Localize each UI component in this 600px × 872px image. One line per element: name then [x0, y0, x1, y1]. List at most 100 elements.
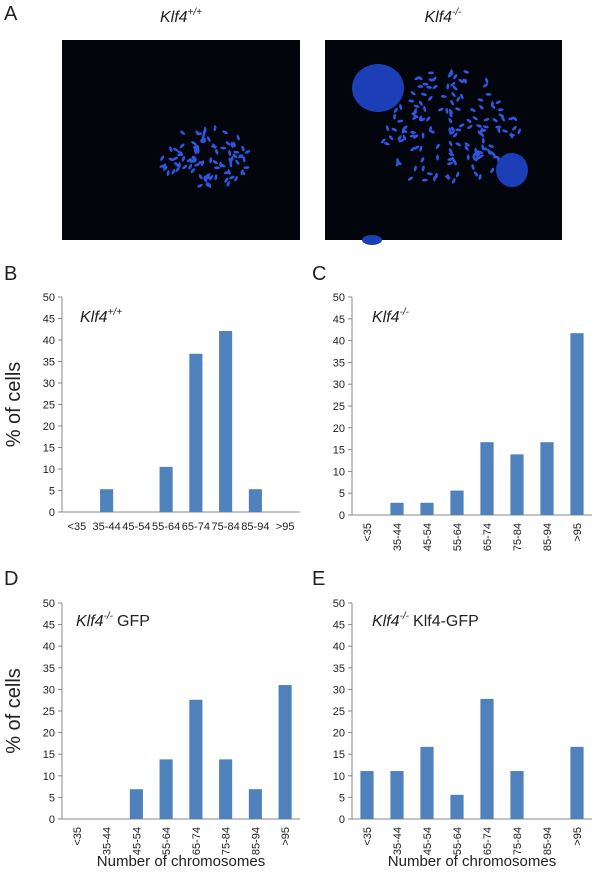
bar — [248, 489, 262, 512]
y-tick-label: 35 — [333, 357, 345, 369]
chromosome — [213, 125, 217, 132]
bar — [159, 466, 173, 512]
chromosome — [244, 150, 251, 154]
chromosome — [478, 154, 484, 159]
chromosome — [203, 175, 207, 182]
chromosome — [396, 158, 400, 164]
chromosome — [512, 116, 518, 121]
chromosome — [482, 147, 489, 151]
y-tick-label: 50 — [333, 292, 345, 304]
bar — [450, 794, 464, 819]
x-tick-label: 85-94 — [241, 521, 269, 533]
bar — [278, 685, 292, 819]
chromosome — [472, 116, 478, 121]
chromosome — [448, 117, 453, 124]
chromosome — [169, 146, 173, 153]
chromosome — [453, 74, 458, 80]
chromosome — [413, 134, 419, 139]
chromosome — [213, 166, 220, 170]
y-tick-label: 40 — [333, 336, 345, 348]
bar — [570, 746, 584, 819]
x-tick-label: 75-84 — [512, 827, 524, 855]
y-tick-label: 15 — [333, 445, 345, 457]
y-tick-label: 20 — [333, 423, 345, 435]
chromosome — [461, 79, 468, 83]
y-tick-label: 35 — [333, 663, 345, 675]
chromosome — [407, 176, 414, 181]
chromosome — [450, 99, 454, 106]
x-tick-label: 35-44 — [102, 827, 114, 855]
chromosome — [490, 167, 495, 174]
y-tick-label: 30 — [43, 378, 55, 390]
chromosome — [181, 155, 186, 162]
chromosome — [228, 149, 232, 156]
bar — [100, 489, 114, 512]
chromosome — [421, 92, 427, 96]
chromosome — [460, 93, 464, 100]
chromosome — [501, 116, 505, 122]
title-gene: Klf4 — [160, 9, 188, 26]
chromosome — [466, 118, 472, 124]
chromosome — [166, 170, 170, 177]
chromosome — [380, 138, 386, 144]
chromosome — [194, 144, 200, 149]
chromosome — [474, 147, 478, 154]
chromosome — [448, 108, 453, 115]
chromosome — [212, 160, 218, 165]
chromosome — [182, 164, 188, 170]
chromosome — [172, 156, 178, 161]
chromosome — [230, 155, 234, 162]
chromosome — [422, 82, 429, 86]
chromosome — [479, 132, 485, 138]
chromosome — [180, 130, 186, 136]
chromosome — [206, 176, 213, 180]
chromosome — [436, 154, 439, 161]
y-tick-label: 10 — [333, 771, 345, 783]
chromosome — [212, 143, 217, 149]
bar — [248, 789, 262, 819]
panel-label: C — [312, 263, 326, 285]
bar — [450, 490, 464, 515]
chromosome — [509, 133, 515, 137]
y-tick-label: 30 — [333, 684, 345, 696]
chromosome — [448, 70, 453, 76]
chromosome — [174, 162, 179, 167]
y-tick-label: 10 — [43, 771, 55, 783]
chromosome — [173, 147, 179, 152]
chromosome — [188, 164, 193, 170]
chromosome — [444, 175, 451, 179]
y-tick-label: 5 — [49, 486, 55, 498]
chromosome — [426, 172, 433, 176]
x-tick-label: 85-94 — [542, 827, 554, 855]
chromosome — [448, 127, 452, 134]
chromosome — [398, 139, 405, 143]
y-tick-label: 50 — [43, 292, 55, 304]
chromosome — [399, 104, 403, 111]
x-tick-label: 45-54 — [422, 523, 434, 551]
x-tick-label: 35-44 — [93, 521, 121, 533]
chromosome — [191, 141, 197, 145]
x-tick-label: 85-94 — [250, 827, 262, 855]
chromosome — [434, 172, 438, 179]
title-gene: Klf4 — [372, 309, 400, 326]
chromosome-spreads — [159, 69, 521, 188]
chromosome — [482, 83, 488, 88]
title-superscript: -/- — [400, 307, 410, 318]
chromosome — [227, 169, 231, 175]
chromosome — [397, 135, 402, 141]
bar — [189, 353, 203, 512]
y-tick-label: 10 — [43, 464, 55, 476]
x-axis-label: Number of chromosomes — [388, 853, 556, 870]
chromosome — [458, 123, 465, 128]
chromosome — [450, 82, 456, 87]
y-tick-label: 15 — [333, 749, 345, 761]
chromosome — [225, 141, 231, 146]
chromosome — [196, 132, 203, 136]
chromosome — [160, 155, 165, 161]
chromosome — [413, 114, 419, 119]
chromosome — [426, 116, 431, 122]
chromosome — [413, 165, 417, 172]
chromosome — [419, 145, 423, 152]
chromosome — [234, 176, 238, 182]
chromosome — [456, 96, 461, 102]
